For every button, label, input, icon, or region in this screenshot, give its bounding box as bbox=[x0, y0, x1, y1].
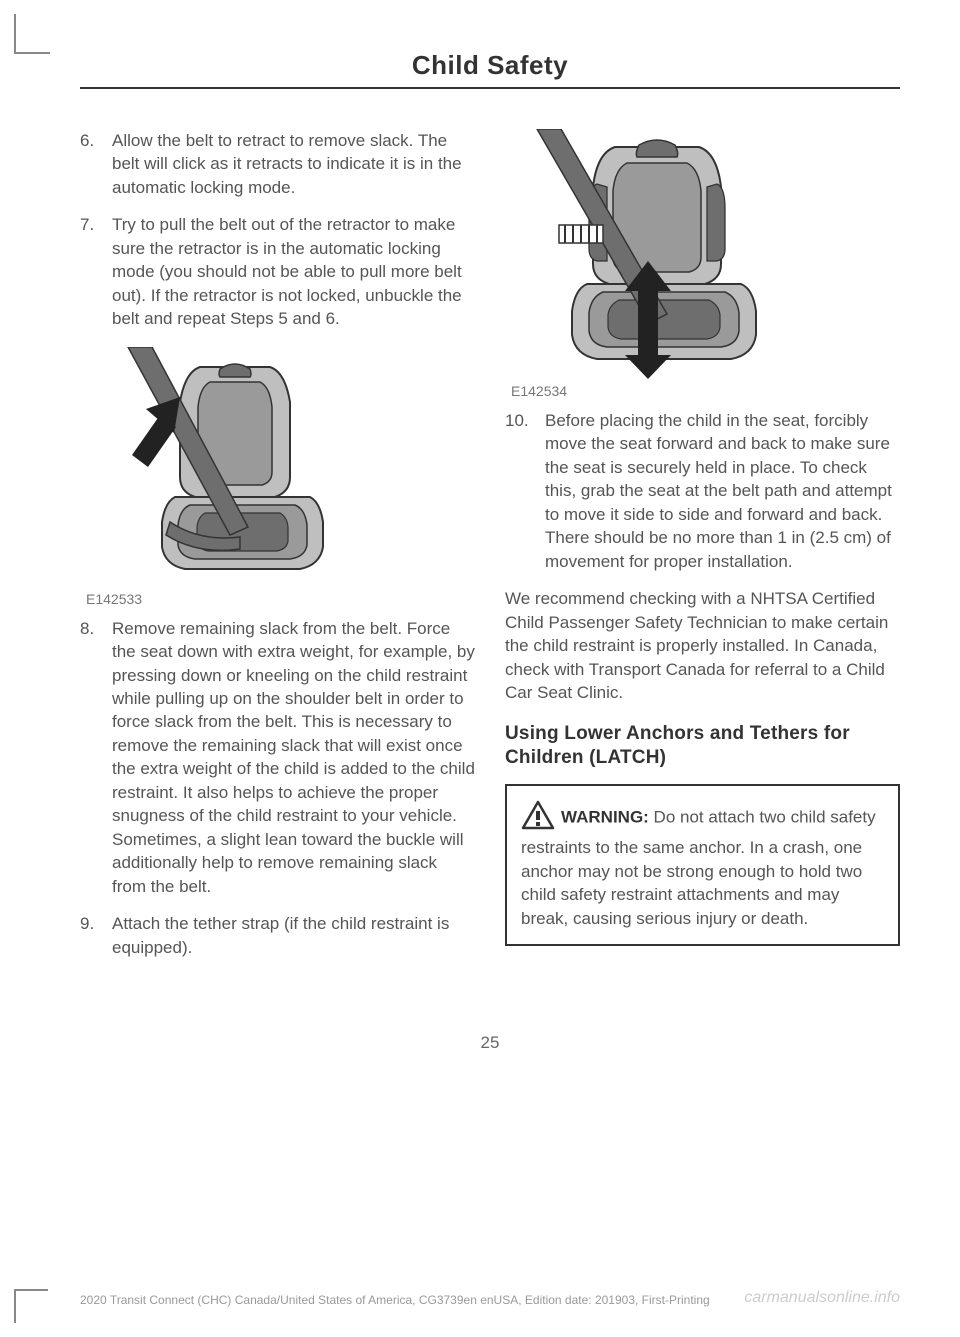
step-number: 6. bbox=[80, 129, 112, 199]
arrow-up-icon bbox=[132, 397, 180, 467]
crop-mark-bottom-left bbox=[14, 1289, 48, 1323]
footer-edition-text: 2020 Transit Connect (CHC) Canada/United… bbox=[80, 1293, 710, 1307]
step-number: 10. bbox=[505, 409, 545, 573]
step-6: 6. Allow the belt to retract to remove s… bbox=[80, 129, 475, 199]
step-number: 7. bbox=[80, 213, 112, 330]
step-number: 9. bbox=[80, 912, 112, 959]
title-rule bbox=[80, 87, 900, 89]
crop-mark-top-left bbox=[14, 14, 50, 54]
latch-subheading: Using Lower Anchors and Tethers for Chil… bbox=[505, 722, 900, 770]
step-text: Allow the belt to retract to remove slac… bbox=[112, 129, 475, 199]
step-text: Try to pull the belt out of the retracto… bbox=[112, 213, 475, 330]
left-column: 6. Allow the belt to retract to remove s… bbox=[80, 129, 475, 973]
warning-box: WARNING: Do not attach two child safety … bbox=[505, 784, 900, 946]
chapter-title: Child Safety bbox=[80, 50, 900, 81]
page-number: 25 bbox=[80, 1033, 900, 1053]
figure-label: E142533 bbox=[86, 591, 475, 607]
step-text: Remove remaining slack from the belt. Fo… bbox=[112, 617, 475, 898]
page-footer: 2020 Transit Connect (CHC) Canada/United… bbox=[80, 1289, 900, 1307]
warning-label: WARNING: bbox=[561, 808, 649, 827]
recommendation-paragraph: We recommend checking with a NHTSA Certi… bbox=[505, 587, 900, 704]
step-number: 8. bbox=[80, 617, 112, 898]
child-seat-diagram-1 bbox=[80, 347, 370, 587]
right-column: E142534 10. Before placing the child in … bbox=[505, 129, 900, 973]
watermark-text: carmanualsonline.info bbox=[744, 1289, 900, 1307]
figure-e142534: E142534 bbox=[505, 129, 900, 399]
warning-triangle-icon bbox=[521, 800, 555, 836]
two-column-layout: 6. Allow the belt to retract to remove s… bbox=[80, 129, 900, 973]
step-7: 7. Try to pull the belt out of the retra… bbox=[80, 213, 475, 330]
step-text: Before placing the child in the seat, fo… bbox=[545, 409, 900, 573]
figure-e142533: E142533 bbox=[80, 347, 475, 607]
figure-label: E142534 bbox=[511, 383, 900, 399]
step-9: 9. Attach the tether strap (if the child… bbox=[80, 912, 475, 959]
belt-indicator-icon bbox=[559, 225, 603, 243]
page-content: Child Safety 6. Allow the belt to retrac… bbox=[0, 0, 960, 1083]
step-8: 8. Remove remaining slack from the belt.… bbox=[80, 617, 475, 898]
step-10: 10. Before placing the child in the seat… bbox=[505, 409, 900, 573]
child-seat-diagram-2 bbox=[505, 129, 805, 379]
step-text: Attach the tether strap (if the child re… bbox=[112, 912, 475, 959]
